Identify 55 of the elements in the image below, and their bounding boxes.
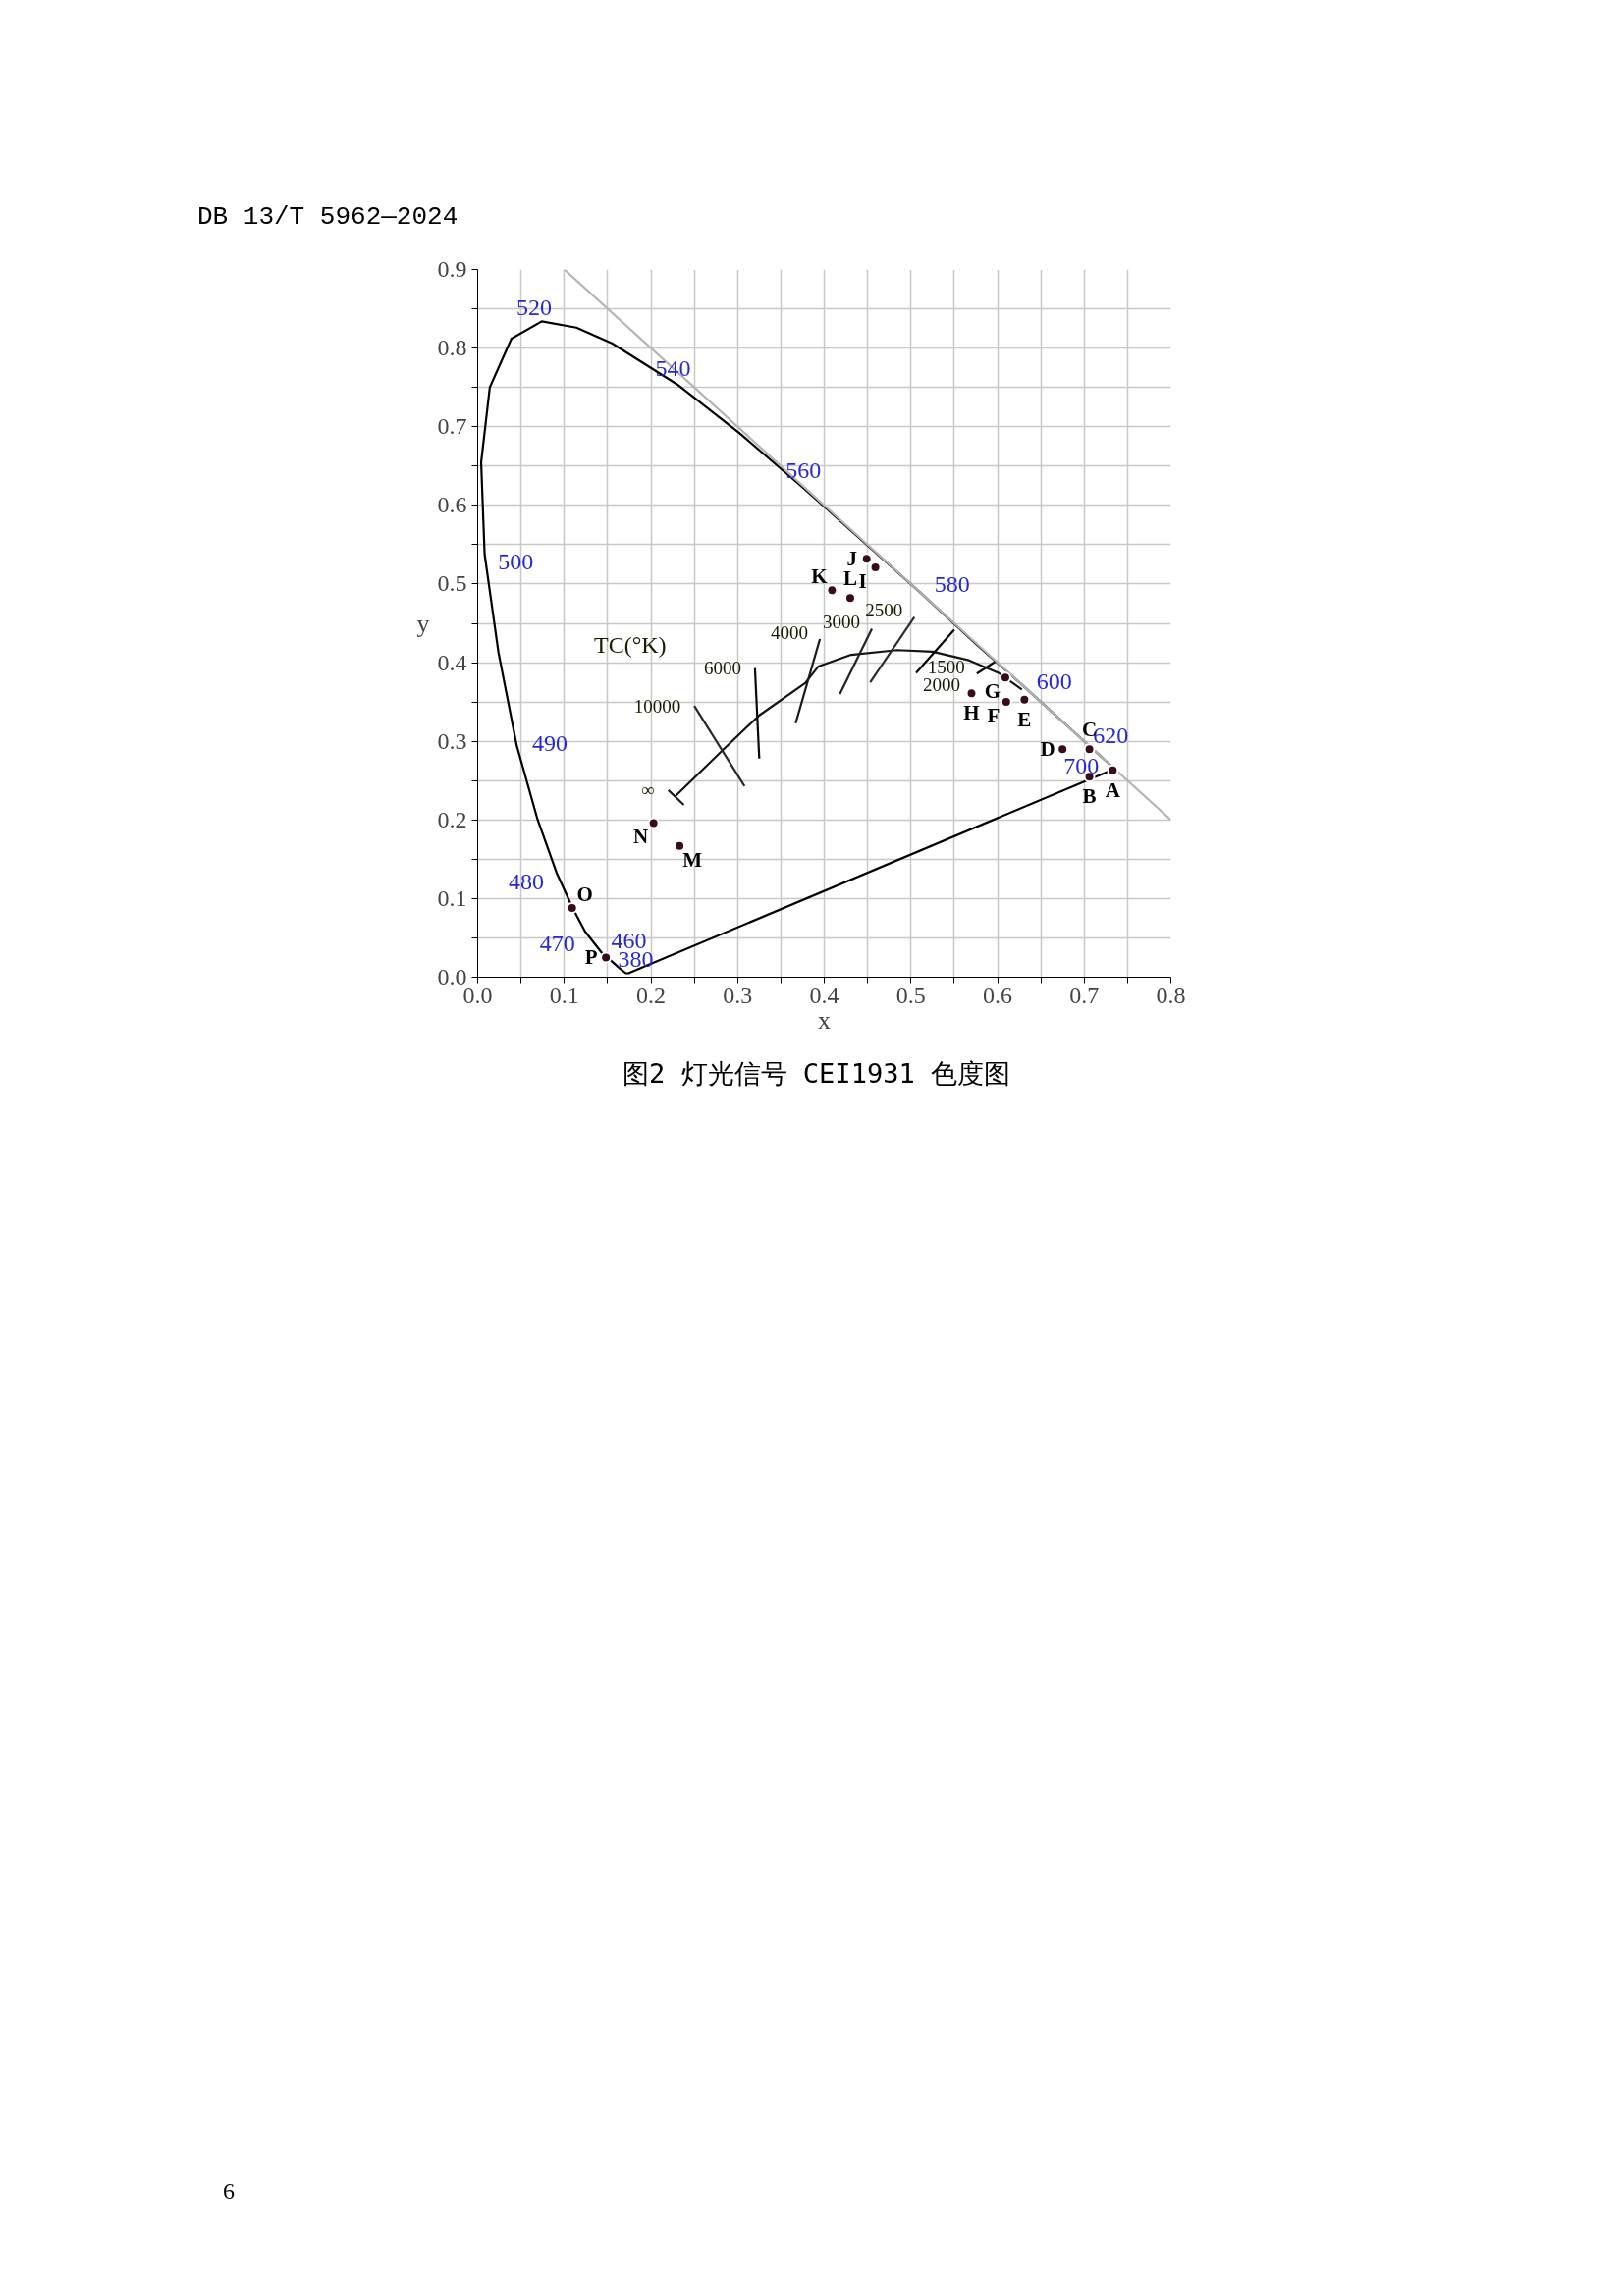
annotation: 2500 bbox=[865, 600, 903, 621]
series-label: P bbox=[584, 945, 598, 970]
x-tick-label: 0.4 bbox=[809, 982, 839, 1008]
annotation: 480 bbox=[509, 869, 544, 895]
annotation: 3000 bbox=[822, 612, 860, 633]
series-label: H bbox=[963, 701, 980, 725]
annotation: 600 bbox=[1036, 668, 1072, 695]
x-tick-label: 0.5 bbox=[895, 982, 926, 1008]
y-tick-label: 0.0 bbox=[437, 964, 467, 989]
y-tick-label: 0.9 bbox=[437, 256, 467, 282]
annotation: 10000 bbox=[633, 695, 681, 717]
annotation: TC(°K) bbox=[594, 631, 667, 658]
x-axis-title: x bbox=[818, 1005, 831, 1035]
x-tick-label: 0.7 bbox=[1069, 982, 1100, 1008]
y-tick-label: 0.1 bbox=[437, 884, 467, 911]
x-tick-label: 0.6 bbox=[983, 982, 1012, 1008]
series-label: B bbox=[1082, 784, 1097, 809]
annotation: 4000 bbox=[770, 621, 808, 643]
annotation: 580 bbox=[934, 571, 970, 598]
series-label: M bbox=[682, 847, 703, 872]
annotation: 6000 bbox=[703, 658, 741, 679]
series-label: K bbox=[811, 564, 829, 589]
annotation: 560 bbox=[785, 456, 822, 483]
x-tick-label: 0.1 bbox=[549, 982, 579, 1008]
text: 图2 灯光信号 CEI1931 色度图 bbox=[622, 1057, 1010, 1091]
annotation: 500 bbox=[498, 549, 534, 575]
y-axis-title: y bbox=[416, 609, 430, 638]
annotation: 540 bbox=[655, 355, 691, 382]
text: DB 13/T 5962—2024 bbox=[197, 201, 459, 234]
x-tick-label: 0.8 bbox=[1156, 982, 1186, 1008]
y-tick-label: 0.5 bbox=[437, 570, 467, 597]
text: 6 bbox=[223, 2177, 235, 2206]
annotation: ∞ bbox=[641, 779, 655, 801]
x-tick-label: 0.3 bbox=[723, 982, 753, 1008]
annotation: 490 bbox=[532, 729, 568, 756]
series-label: I bbox=[858, 569, 867, 594]
annotation: 700 bbox=[1063, 753, 1100, 779]
annotation: 520 bbox=[515, 294, 552, 320]
y-tick-label: 0.4 bbox=[437, 649, 467, 675]
y-tick-label: 0.7 bbox=[437, 413, 467, 440]
series-label: A bbox=[1105, 777, 1121, 802]
y-tick-label: 0.3 bbox=[437, 727, 467, 754]
y-tick-label: 0.6 bbox=[437, 492, 467, 518]
series-label: G bbox=[984, 679, 1001, 704]
y-tick-label: 0.8 bbox=[437, 335, 467, 361]
annotation: 2000 bbox=[923, 674, 961, 696]
x-tick-label: 0.2 bbox=[636, 982, 666, 1008]
y-tick-label: 0.2 bbox=[437, 806, 467, 832]
annotation: 1500 bbox=[927, 656, 965, 677]
series-label: D bbox=[1040, 737, 1055, 762]
series-label: E bbox=[1017, 707, 1032, 731]
annotation: 470 bbox=[539, 930, 575, 956]
series-label: N bbox=[633, 825, 649, 849]
series-label: F bbox=[987, 704, 1001, 728]
series-label: O bbox=[576, 882, 593, 906]
